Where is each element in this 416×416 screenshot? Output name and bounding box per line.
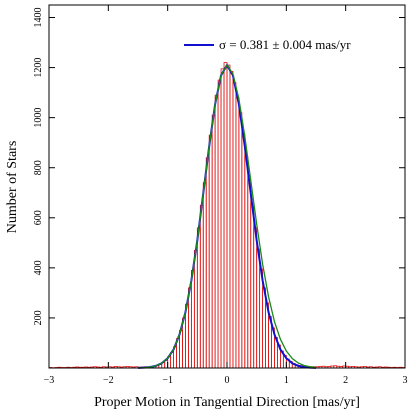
bar — [238, 112, 243, 369]
x-tick-label: 0 — [225, 375, 230, 386]
x-tick-label: 1 — [284, 375, 289, 386]
y-tick-label: 200 — [33, 310, 44, 325]
bar — [188, 287, 192, 369]
y-tick-label: 800 — [33, 160, 44, 175]
bar — [190, 269, 195, 369]
x-tick-label: −2 — [103, 375, 114, 386]
bar — [253, 227, 258, 369]
bar — [256, 248, 261, 369]
bar — [217, 79, 222, 369]
bar — [235, 97, 240, 369]
bar — [244, 156, 249, 369]
bar — [223, 62, 228, 369]
bar — [247, 179, 252, 369]
x-tick-label: −3 — [44, 375, 55, 386]
fit-curve — [137, 63, 317, 369]
legend-label: σ = 0.381 ± 0.004 mas/yr — [219, 37, 351, 52]
y-tick-label: 1400 — [33, 8, 44, 28]
bar — [250, 203, 255, 369]
bar — [241, 133, 246, 369]
bar — [211, 114, 216, 369]
bar — [179, 330, 183, 369]
bar — [229, 70, 234, 369]
bar — [214, 94, 219, 369]
bar — [193, 249, 198, 369]
bar — [202, 182, 207, 369]
x-tick-label: 3 — [403, 375, 408, 386]
bar — [205, 157, 210, 369]
bar — [226, 64, 231, 369]
bar — [196, 227, 201, 369]
y-tick-label: 400 — [33, 260, 44, 275]
y-axis-label: Number of Stars — [5, 141, 20, 234]
y-tick-label: 1000 — [33, 108, 44, 128]
x-tick-label: −1 — [162, 375, 173, 386]
bar — [208, 134, 213, 369]
bar — [199, 204, 204, 369]
y-tick-label: 600 — [33, 210, 44, 225]
bar — [262, 287, 266, 369]
bar — [220, 68, 225, 369]
y-tick-label: 1200 — [33, 58, 44, 78]
bar — [232, 82, 237, 369]
x-tick-label: 2 — [343, 375, 348, 386]
bar — [259, 268, 263, 369]
x-axis-label: Proper Motion in Tangential Direction [m… — [94, 395, 360, 410]
